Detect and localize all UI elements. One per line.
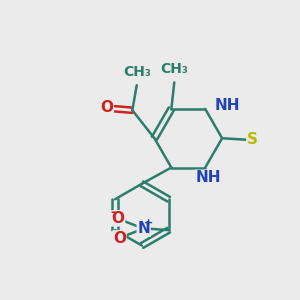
- Text: -: -: [110, 206, 115, 219]
- Text: O: O: [112, 211, 124, 226]
- Text: CH₃: CH₃: [160, 62, 188, 76]
- Text: +: +: [144, 218, 154, 228]
- Text: N: N: [137, 221, 150, 236]
- Text: S: S: [247, 132, 258, 147]
- Text: O: O: [113, 231, 126, 246]
- Text: CH₃: CH₃: [123, 65, 151, 79]
- Text: O: O: [100, 100, 113, 115]
- Text: NH: NH: [195, 170, 221, 185]
- Text: NH: NH: [214, 98, 240, 113]
